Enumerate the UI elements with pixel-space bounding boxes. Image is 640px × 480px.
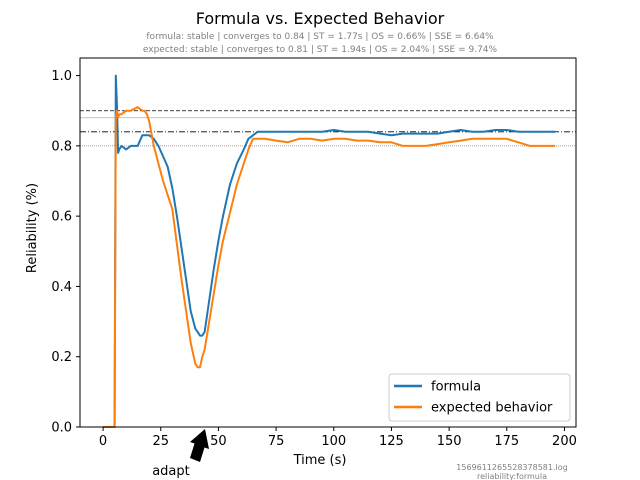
series-line-2 [103, 106, 556, 428]
x-tick-label: 150 [437, 434, 462, 449]
x-tick-label: 25 [152, 434, 169, 449]
legend-label-2: expected behavior [431, 401, 553, 416]
y-axis-label: Reliability (%) [25, 183, 40, 273]
y-tick-label: 0.2 [51, 350, 72, 365]
x-tick-label: 125 [379, 434, 404, 449]
legend-label-1: formula [431, 380, 481, 395]
y-tick-label: 0.6 [51, 210, 72, 225]
adapt-arrow-icon [190, 429, 209, 462]
chart-subtitle-formula: formula: stable | converges to 0.84 | ST… [146, 32, 494, 42]
chart-subtitle-expected: expected: stable | converges to 0.81 | S… [143, 45, 498, 55]
adapt-annotation: adapt [152, 429, 209, 479]
plot-frame [79, 57, 577, 428]
x-tick-label: 100 [321, 434, 346, 449]
footer-metric-name: reliability:formula [477, 472, 547, 480]
series-line-1 [103, 74, 556, 428]
y-tick-label: 0.0 [51, 421, 72, 436]
x-tick-label: 50 [210, 434, 227, 449]
x-tick-label: 175 [494, 434, 519, 449]
footer-log-name: 1569611265528378581.log [456, 463, 567, 472]
x-tick-label: 75 [268, 434, 285, 449]
adapt-label: adapt [152, 464, 190, 479]
x-axis-label: Time (s) [293, 453, 347, 468]
legend-box [388, 373, 571, 422]
chart-title: Formula vs. Expected Behavior [196, 9, 445, 28]
x-tick-label: 0 [99, 434, 107, 449]
y-tick-label: 0.4 [51, 280, 72, 295]
y-tick-label: 1.0 [51, 69, 72, 84]
legend: formula expected behavior [388, 373, 571, 422]
y-tick-label: 0.8 [51, 139, 72, 154]
plot-area: 0 25 50 75 100 125 150 175 200 0.0 0.2 0.4 0.6 0.8 1.0 [51, 57, 577, 449]
x-tick-label: 200 [552, 434, 577, 449]
